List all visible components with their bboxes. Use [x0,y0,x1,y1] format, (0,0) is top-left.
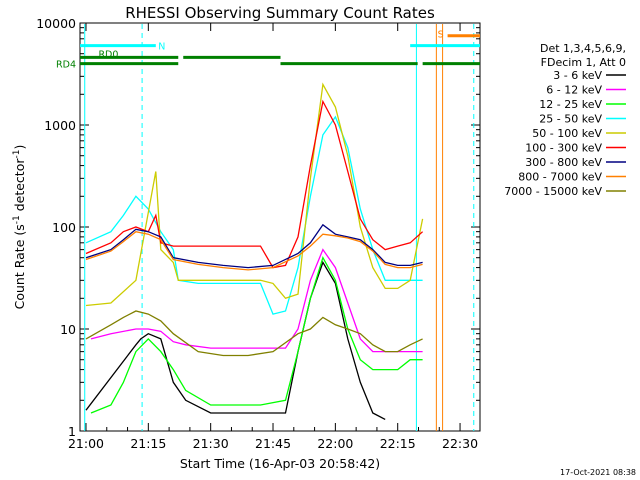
state-bars: N S RD0 RD4 [56,30,480,71]
x-axis: 21:00 21:15 21:30 21:45 22:00 22:15 22:30 [68,23,478,451]
series-line-2 [90,256,423,414]
legend-label-3: 25 - 50 keV [539,113,602,126]
y-axis: 1 10 100 1000 10000 [36,16,480,439]
legend-header-line2: FDecim 1, Att 0 [541,56,626,69]
legend-label-5: 100 - 300 keV [525,142,602,155]
x-tick-label: 21:00 [68,436,104,451]
x-tick-label: 22:15 [380,436,416,451]
series-line-0 [85,260,386,420]
legend-header-line1: Det 1,3,4,5,6,9, [540,42,626,55]
legend-label-4: 50 - 100 keV [532,127,602,140]
y-tick-label: 10000 [36,16,76,31]
x-tick-label: 21:30 [193,436,229,451]
series-line-8 [85,310,423,357]
y-tick-label: 1000 [44,118,76,133]
y-tick-label: 100 [52,220,76,235]
series-line-6 [85,223,423,269]
series-line-7 [85,231,423,271]
x-axis-label: Start Time (16-Apr-03 20:58:42) [180,456,380,471]
chart-title: RHESSI Observing Summary Count Rates [125,4,435,22]
y-label-sup1: -1 [12,215,22,224]
legend-label-2: 12 - 25 keV [539,98,602,111]
series-lines [85,82,424,420]
x-tick-label: 21:45 [255,436,291,451]
x-tick-label: 22:00 [317,436,353,451]
series-line-1 [90,248,423,353]
plot-area: 21:00 21:15 21:30 21:45 22:00 22:15 22:30 1101… [36,16,481,451]
y-label-mid: detector [12,158,27,216]
footer-timestamp: 17-Oct-2021 08:38 [560,468,636,477]
series-line-3 [85,115,423,315]
y-label-main: Count Rate (s [12,224,27,309]
x-tick-label: 22:30 [442,436,478,451]
state-bar-label-1: S [438,30,444,41]
state-bar-label-2: RD0 [98,49,118,60]
y-axis-label: Count Rate (s-1 detector-1) [12,145,27,310]
y-label-sup2: -1 [12,150,22,159]
state-bar-label-3: RD4 [56,60,76,71]
series-line-4 [85,82,424,307]
state-bar-label-0: N [158,42,165,53]
legend-label-7: 800 - 7000 keV [518,171,602,184]
legend-label-8: 7000 - 15000 keV [504,185,602,198]
x-tick-label: 21:15 [130,436,166,451]
legend-label-6: 300 - 800 keV [525,156,602,169]
legend-label-0: 3 - 6 keV [553,69,602,82]
legend-label-1: 6 - 12 keV [546,84,602,97]
legend: Det 1,3,4,5,6,9, FDecim 1, Att 0 3 - 6 k… [504,42,626,198]
vertical-markers [84,24,475,431]
y-label-end: ) [12,145,27,150]
y-tick-label: 10 [60,322,76,337]
y-tick-label: 1 [68,424,76,439]
plot-frame [79,22,481,432]
series-line-5 [85,99,424,269]
